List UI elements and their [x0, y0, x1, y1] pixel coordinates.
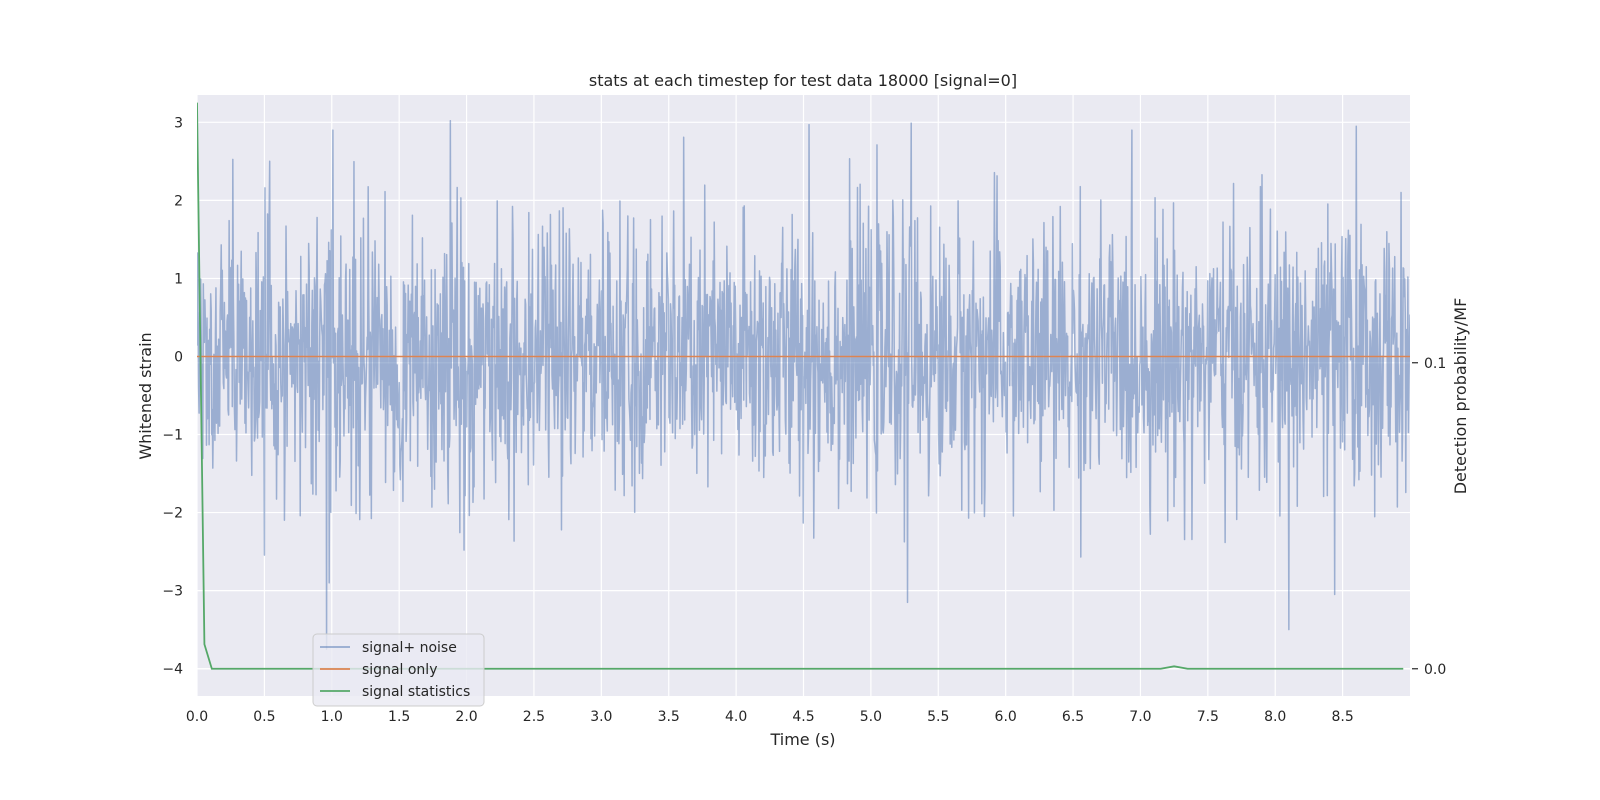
y-tick-label: 3	[174, 115, 183, 131]
y-tick-label: 0	[174, 349, 183, 365]
x-tick-label: 1.5	[388, 709, 410, 725]
x-tick-label: 7.0	[1129, 709, 1151, 725]
series-line-signal-noise	[197, 120, 1410, 650]
x-tick-label: 2.0	[455, 709, 477, 725]
x-tick-label: 3.5	[658, 709, 680, 725]
x-tick-label: 6.5	[1062, 709, 1084, 725]
y-tick-label: 1	[174, 271, 183, 287]
y-tick-label: −3	[162, 584, 183, 600]
y-tick-label: −4	[162, 662, 183, 678]
x-tick-label: 8.0	[1264, 709, 1286, 725]
y-tick-label: 2	[174, 193, 183, 209]
series-line-signal-statistics	[197, 102, 1404, 670]
legend-label-signal-only: signal only	[362, 662, 437, 678]
x-tick-label: 4.0	[725, 709, 747, 725]
x-tick-label: 3.0	[590, 709, 612, 725]
x-tick-label: 0.0	[186, 709, 208, 725]
x-tick-label: 7.5	[1197, 709, 1219, 725]
y-tick-label: −1	[162, 428, 183, 444]
x-tick-label: 2.5	[523, 709, 545, 725]
x-tick-label: 5.5	[927, 709, 949, 725]
legend-box	[312, 633, 485, 707]
right-y-axis-label: Detection probability/MF	[1451, 298, 1470, 495]
x-axis-label: Time (s)	[769, 730, 835, 749]
axis-ticks: 0.0 0.5 1.0 1.5 2.0 2.5 3.0 3.5 4.0 4.5 5.0 5.5 6.0 6…	[162, 115, 1446, 725]
legend-label-statistics: signal statistics	[362, 684, 470, 700]
y-axis-label: Whitened strain	[136, 332, 155, 459]
chart-title: stats at each timestep for test data 180…	[589, 71, 1017, 90]
series-layer	[197, 102, 1410, 670]
right-y-tick-label: 0.0	[1424, 662, 1446, 678]
legend-label-noise: signal+ noise	[362, 640, 457, 656]
y-tick-label: −2	[162, 506, 183, 522]
x-tick-label: 1.0	[321, 709, 343, 725]
x-tick-label: 4.5	[792, 709, 814, 725]
legend: signal+ noise signal only signal statist…	[312, 633, 485, 707]
x-tick-label: 5.0	[860, 709, 882, 725]
x-tick-label: 0.5	[253, 709, 275, 725]
x-tick-label: 6.0	[995, 709, 1017, 725]
x-tick-label: 8.5	[1331, 709, 1353, 725]
right-y-tick-label: 0.1	[1424, 356, 1446, 372]
